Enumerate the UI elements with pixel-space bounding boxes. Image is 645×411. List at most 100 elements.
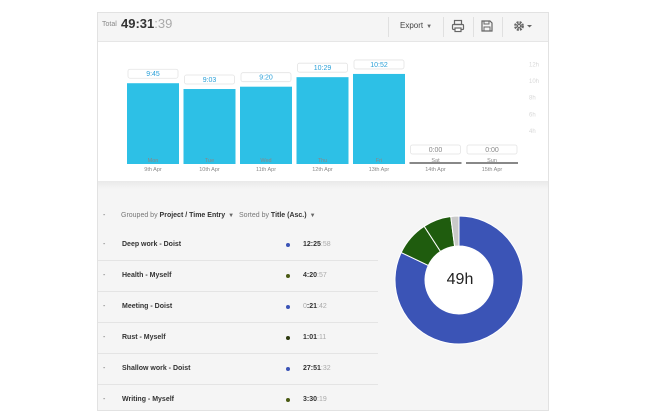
header-divider xyxy=(502,17,503,37)
data-label-box xyxy=(127,68,179,79)
y-tick-label: 4h xyxy=(529,129,536,135)
data-label-box xyxy=(184,74,235,85)
list-item[interactable]: - Rust - Myself 1:01:11 xyxy=(98,323,378,354)
entry-duration-seconds: :57 xyxy=(317,272,327,279)
bar-chart-svg: 12h 10h 8h 6h 4h 9:45 9:03 9:20 10:29 10:52 0:00 0:… xyxy=(127,59,539,164)
group-by-dropdown[interactable]: Grouped by Project / Time Entry ▼ xyxy=(121,212,234,219)
chart-bar[interactable] xyxy=(240,86,292,164)
entry-duration-seconds: :19 xyxy=(317,396,327,403)
chart-bar[interactable] xyxy=(296,77,349,164)
expand-toggle[interactable]: - xyxy=(103,334,106,341)
entry-duration-main: 3:30 xyxy=(303,396,318,403)
report-panel: Total 49:31:39 Export ▼ xyxy=(97,12,549,411)
caret-down-icon: ▼ xyxy=(228,213,235,219)
x-tick-date: 10th Apr xyxy=(199,167,220,173)
x-tick-date: 13th Apr xyxy=(369,167,390,173)
sort-by-value: Title (Asc.) xyxy=(270,212,307,219)
entry-title: Health - Myself xyxy=(122,272,172,279)
list-item[interactable]: - Meeting - Doist 0:21:42 xyxy=(98,292,378,323)
gear-icon xyxy=(514,21,532,31)
data-label-box xyxy=(353,59,405,70)
x-tick-day: Thu xyxy=(318,158,327,164)
group-by-value: Project / Time Entry xyxy=(159,212,226,219)
data-label-box xyxy=(410,144,461,155)
report-header: Total 49:31:39 Export ▼ xyxy=(98,13,548,42)
header-divider xyxy=(473,17,474,37)
expand-toggle[interactable]: - xyxy=(103,396,106,403)
entry-title: Writing - Myself xyxy=(122,396,174,403)
donut-center-label: 49h xyxy=(446,271,474,288)
export-button[interactable]: Export ▼ xyxy=(400,21,432,30)
chart-bar[interactable] xyxy=(127,83,179,164)
expand-toggle[interactable]: - xyxy=(103,241,106,248)
project-color-dot xyxy=(286,367,290,371)
entry-duration: 3:30:19 xyxy=(303,396,327,403)
chart-bar[interactable] xyxy=(409,162,462,164)
project-color-dot xyxy=(286,305,290,309)
entry-title: Deep work - Doist xyxy=(122,241,182,248)
data-label: 10:52 xyxy=(370,62,388,69)
floppy-disk-icon[interactable] xyxy=(480,19,494,33)
entry-title: Meeting - Doist xyxy=(122,303,173,310)
entry-duration-main: 12:25 xyxy=(303,241,321,248)
data-label-box xyxy=(240,72,292,83)
x-tick-date: 11th Apr xyxy=(256,167,276,173)
list-item[interactable]: - Deep work - Doist 12:25:58 xyxy=(98,230,378,261)
chart-bar[interactable] xyxy=(183,89,236,164)
chart-bar[interactable] xyxy=(353,73,405,164)
total-label: Total xyxy=(102,21,117,28)
data-label: 9:45 xyxy=(146,71,160,78)
sort-by-dropdown[interactable]: Sorted by Title (Asc.) ▼ xyxy=(239,212,316,219)
data-label: 9:20 xyxy=(259,75,273,82)
header-divider xyxy=(388,17,389,37)
x-tick-day: Wed xyxy=(260,158,271,164)
printer-icon[interactable] xyxy=(451,19,465,33)
daily-bar-chart: 12h 10h 8h 6h 4h 9:45 9:03 9:20 10:29 10:52 0:00 0:… xyxy=(98,42,548,182)
donut-svg xyxy=(394,215,524,345)
entry-duration-seconds: :42 xyxy=(317,303,327,310)
chart-shadow xyxy=(98,181,548,189)
x-tick-day: Tue xyxy=(205,158,214,164)
list-item[interactable]: - Writing - Myself 3:30:19 xyxy=(98,385,378,410)
x-tick-day: Sat xyxy=(431,158,440,164)
donut-slice[interactable] xyxy=(394,215,524,345)
entry-duration-main: 27:51 xyxy=(303,365,321,372)
chart-x-axis: Mon 9th Apr Tue 10th Apr Wed 11th Apr Thu 12th … xyxy=(144,158,503,173)
expand-toggle[interactable]: - xyxy=(103,303,106,310)
y-tick-label: 12h xyxy=(529,63,539,69)
data-label-box xyxy=(297,62,348,73)
expand-toggle[interactable]: - xyxy=(103,272,106,279)
settings-button[interactable] xyxy=(512,19,534,33)
total-duration-main: 49:31 xyxy=(121,16,155,31)
data-label: 9:03 xyxy=(203,77,217,84)
export-label: Export xyxy=(400,21,424,30)
y-tick-label: 8h xyxy=(529,96,536,102)
project-color-dot xyxy=(286,336,290,340)
x-tick-day: Sun xyxy=(487,158,497,164)
y-tick-label: 6h xyxy=(529,112,536,118)
entry-duration: 4:20:57 xyxy=(303,272,327,279)
entry-duration-seconds: :32 xyxy=(320,365,331,372)
entry-duration-main: :21 xyxy=(306,303,318,310)
project-color-dot xyxy=(286,274,290,278)
total-duration-seconds: :39 xyxy=(154,16,173,31)
list-item[interactable]: - Health - Myself 4:20:57 xyxy=(98,261,378,292)
chart-bar[interactable] xyxy=(466,162,518,164)
entry-duration: 27:51:32 xyxy=(303,365,331,372)
project-color-dot xyxy=(286,243,290,247)
y-tick-label: 10h xyxy=(529,79,539,85)
entry-title: Shallow work - Doist xyxy=(122,365,191,372)
expand-toggle[interactable]: - xyxy=(103,365,106,372)
list-item[interactable]: - Shallow work - Doist 27:51:32 xyxy=(98,354,378,385)
x-tick-date: 12th Apr xyxy=(312,167,333,173)
caret-down-icon: ▼ xyxy=(426,24,433,30)
x-tick-day: Mon xyxy=(148,158,159,164)
entry-duration-seconds: :11 xyxy=(317,334,327,341)
entry-duration-main: 4:20 xyxy=(303,272,318,279)
project-donut-chart: 49h xyxy=(394,215,530,351)
caret-down-icon: ▼ xyxy=(309,213,316,219)
collapse-all-toggle[interactable]: - xyxy=(103,212,106,219)
x-tick-date: 15th Apr xyxy=(482,167,503,173)
donut-slice[interactable] xyxy=(450,215,460,247)
entry-duration: 1:01:11 xyxy=(303,334,326,341)
